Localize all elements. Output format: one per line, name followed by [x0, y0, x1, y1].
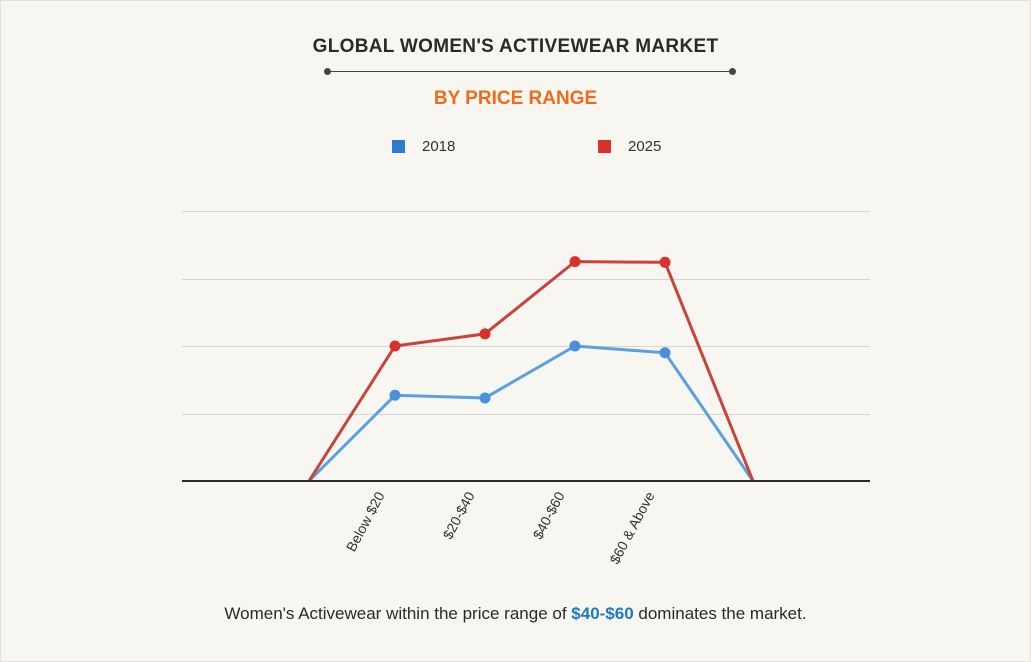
series-line-2025	[307, 260, 755, 482]
x-tick-label-2: $20-$40	[439, 489, 477, 542]
caption-highlight: $40-$60	[571, 604, 634, 623]
title-divider-right-dot	[729, 68, 736, 75]
x-tick-label-4: $60 & Above	[606, 489, 658, 567]
legend-item-2025: 2025	[598, 138, 661, 155]
data-point-2025-3	[569, 256, 581, 268]
title-divider	[327, 71, 732, 72]
data-point-2018-3	[569, 340, 581, 352]
legend-label-2025: 2025	[628, 138, 662, 155]
data-point-2025-2	[479, 328, 491, 340]
data-point-2025-1	[389, 340, 401, 352]
x-tick-label-3: $40-$60	[529, 489, 567, 542]
title-divider-left-dot	[324, 68, 331, 75]
legend-swatch-2018	[392, 140, 405, 153]
data-point-2018-2	[479, 392, 491, 404]
legend-item-2018: 2018	[392, 138, 455, 155]
legend-swatch-2025	[598, 140, 611, 153]
data-point-2025-4	[659, 256, 671, 268]
caption-prefix: Women's Activewear within the price rang…	[224, 604, 572, 623]
chart-subtitle: BY PRICE RANGE	[433, 88, 598, 109]
caption-suffix: dominates the market.	[633, 604, 807, 623]
chart-caption: Women's Activewear within the price rang…	[0, 604, 1031, 624]
series-line-2018	[307, 344, 755, 483]
data-point-2018-1	[389, 389, 401, 401]
chart-title: GLOBAL WOMEN'S ACTIVEWEAR MARKET	[312, 36, 719, 57]
x-tick-label-1: Below $20	[343, 489, 388, 554]
data-point-2018-4	[659, 347, 671, 359]
legend-label-2018: 2018	[422, 138, 456, 155]
